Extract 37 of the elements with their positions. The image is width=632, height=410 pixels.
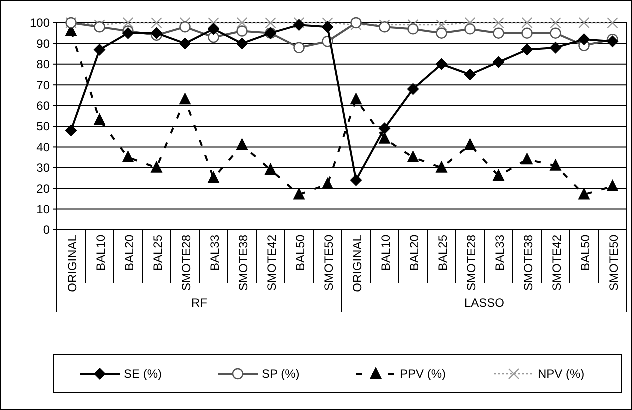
y-tick-label: 70 [36, 78, 50, 92]
y-tick-label: 30 [36, 161, 50, 176]
legend-label: PPV (%) [400, 367, 446, 382]
x-tick-label: BAL25 [150, 234, 165, 272]
text: RF [192, 296, 208, 310]
x-tick-label: SMOTE50 [606, 234, 621, 292]
x-tick-label: ORIGINAL [65, 234, 80, 292]
y-tick-label: 0 [43, 223, 50, 238]
y-tick-label: 10 [36, 202, 50, 216]
x-tick-label: BAL33 [208, 234, 222, 272]
y-tick-label: 90 [36, 36, 50, 51]
x-tick-label: BAL25 [436, 234, 450, 272]
y-tick-label: 20 [36, 182, 50, 196]
text: LASSO [464, 296, 505, 310]
x-tick-label: SMOTE50 [322, 234, 336, 292]
x-tick-label: SMOTE42 [264, 234, 279, 292]
x-tick-label: BAL10 [378, 234, 393, 272]
x-tick-label: ORIGINAL [350, 234, 364, 292]
legend-label: NPV (%) [538, 367, 585, 382]
x-tick-label: SMOTE38 [521, 234, 536, 292]
y-tick-label: 100 [30, 16, 50, 30]
x-tick-label: SMOTE28 [179, 234, 194, 292]
y-tick-label: 60 [36, 99, 50, 113]
x-tick-label: BAL20 [407, 234, 422, 272]
legend-label: SP (%) [262, 367, 300, 382]
y-tick-label: 40 [36, 140, 50, 154]
x-tick-label: SMOTE28 [464, 234, 478, 292]
x-tick-label: BAL50 [578, 234, 592, 272]
x-tick-label: BAL10 [94, 234, 108, 272]
x-tick-label: BAL50 [293, 234, 308, 272]
legend-label: SE (%) [124, 367, 162, 382]
y-tick-label: 50 [36, 120, 50, 134]
x-tick-label: SMOTE38 [236, 234, 250, 292]
x-tick-label: BAL33 [492, 234, 507, 272]
y-tick-label: 80 [36, 58, 50, 72]
x-tick-label: SMOTE42 [550, 234, 564, 292]
x-tick-label: BAL20 [122, 234, 136, 272]
